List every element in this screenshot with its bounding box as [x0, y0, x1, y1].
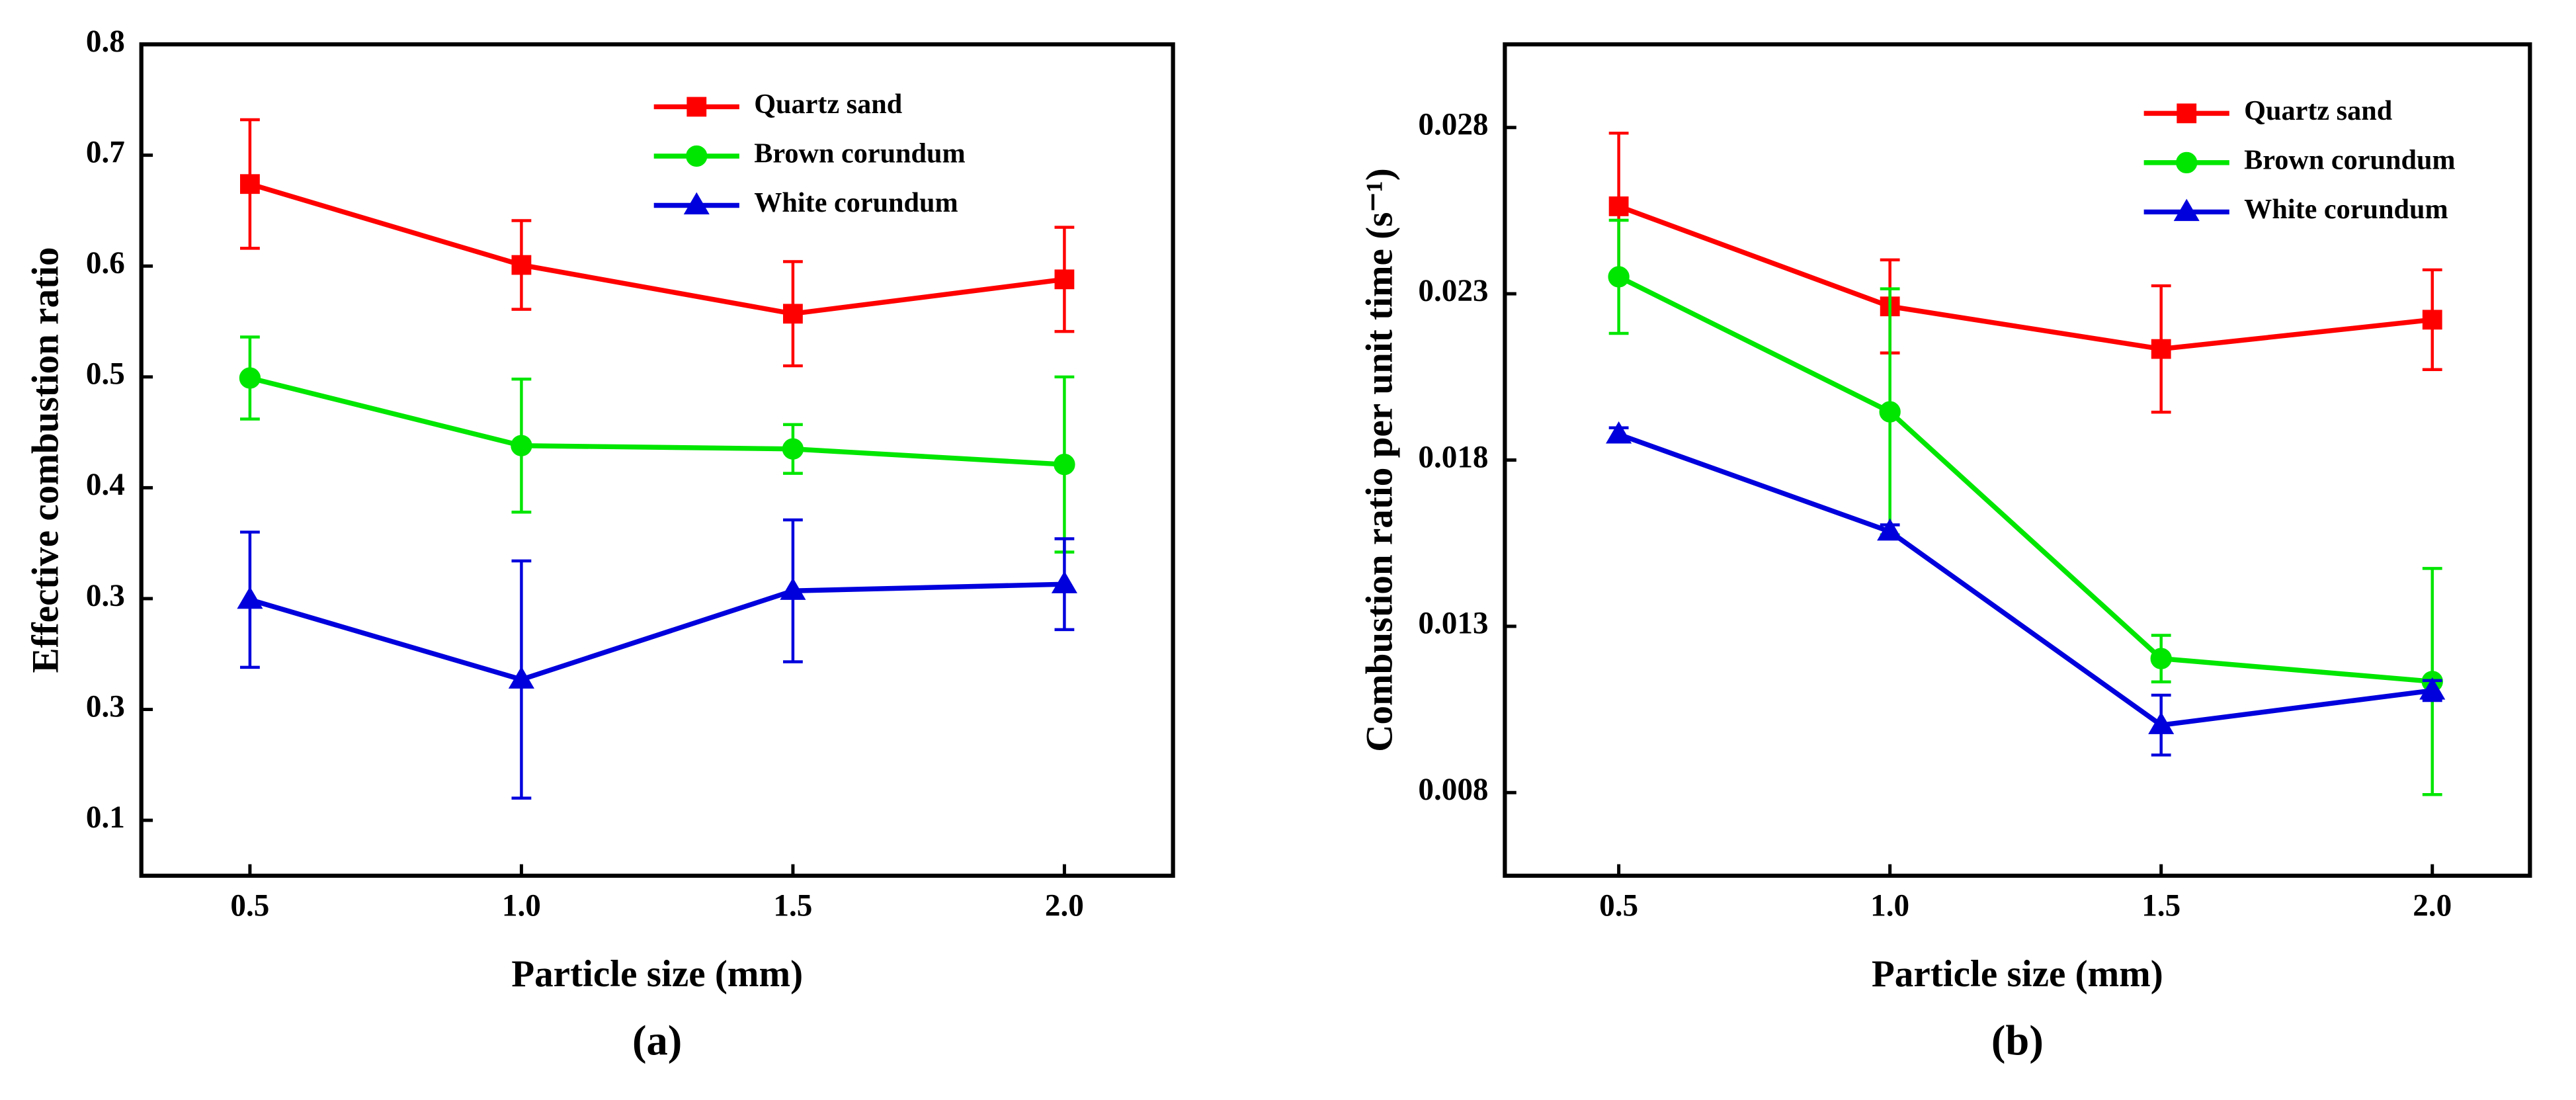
data-point	[237, 586, 263, 609]
panel-label: (b)	[1991, 1017, 2044, 1065]
data-point	[783, 304, 803, 324]
legend-label: White corundum	[754, 187, 958, 218]
data-point	[239, 367, 261, 389]
data-point	[1606, 421, 1632, 444]
data-point	[780, 577, 806, 600]
data-point	[511, 255, 532, 275]
data-point	[508, 666, 534, 689]
series-line	[249, 181, 1065, 317]
x-tick-label: 1.5	[773, 888, 812, 923]
y-tick-label: 0.008	[1418, 773, 1488, 807]
y-axis-label: Combustion ratio per unit time (s⁻¹)	[1359, 168, 1401, 751]
legend-label: Quartz sand	[2244, 95, 2392, 126]
legend-label: Brown corundum	[2244, 145, 2455, 176]
legend-marker	[2173, 198, 2200, 222]
data-point	[240, 174, 260, 194]
data-point	[1608, 266, 1630, 288]
y-tick-label: 0.7	[86, 135, 125, 169]
y-tick-label: 0.018	[1418, 440, 1488, 474]
data-point	[2419, 677, 2446, 700]
legend-marker	[2176, 151, 2198, 174]
series-line	[1618, 204, 2433, 352]
data-point	[1051, 571, 1077, 593]
data-point	[2148, 712, 2175, 734]
panel-label: (a)	[632, 1017, 682, 1065]
legend-label: White corundum	[2244, 194, 2448, 225]
data-point	[2422, 310, 2442, 330]
y-tick-label: 0.3	[86, 579, 125, 613]
legend-marker	[686, 97, 707, 117]
data-point	[2150, 648, 2172, 669]
data-point	[511, 435, 532, 456]
data-point	[782, 438, 804, 460]
y-tick-label: 0.5	[86, 357, 125, 392]
data-point	[1877, 518, 1903, 541]
data-point	[1879, 401, 1901, 423]
plot-frame	[139, 42, 1175, 878]
x-tick-label: 2.0	[1045, 888, 1084, 923]
x-tick-label: 2.0	[2413, 888, 2452, 923]
x-axis-label: Particle size (mm)	[511, 953, 803, 995]
y-tick-label: 0.023	[1418, 274, 1488, 308]
y-tick-label: 0.3	[86, 689, 125, 724]
series-line	[1618, 432, 2433, 728]
y-tick-label: 0.8	[86, 24, 125, 59]
legend-marker	[683, 192, 710, 215]
data-point	[1054, 454, 1075, 476]
x-tick-label: 0.5	[230, 888, 269, 923]
x-tick-label: 0.5	[1599, 888, 1638, 923]
y-tick-label: 0.1	[86, 800, 125, 835]
series-line	[1617, 275, 2433, 685]
x-axis-label: Particle size (mm)	[1872, 953, 2163, 995]
x-tick-label: 1.0	[502, 888, 541, 923]
x-tick-label: 1.5	[2141, 888, 2181, 923]
data-point	[1608, 196, 1629, 216]
y-tick-label: 0.6	[86, 246, 125, 280]
y-tick-label: 0.013	[1418, 607, 1488, 641]
x-tick-label: 1.0	[1870, 888, 1909, 923]
series-line	[249, 375, 1065, 467]
y-axis-label: Effective combustion ratio	[25, 247, 67, 673]
legend-label: Quartz sand	[754, 89, 902, 120]
data-point	[2151, 339, 2171, 359]
legend-marker	[2177, 103, 2197, 124]
y-tick-label: 0.4	[86, 468, 125, 502]
plot-frame	[1503, 42, 2532, 878]
series-line	[249, 581, 1065, 683]
y-tick-label: 0.028	[1418, 108, 1488, 142]
data-point	[1054, 269, 1075, 290]
legend-label: Brown corundum	[754, 138, 965, 169]
legend-marker	[686, 145, 708, 167]
